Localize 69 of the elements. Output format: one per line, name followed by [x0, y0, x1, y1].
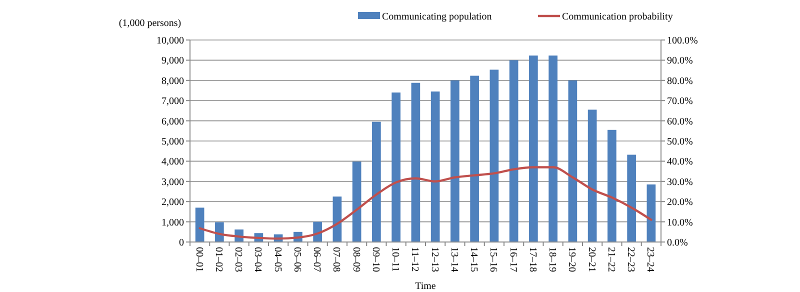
- x-tick-label: 08–09: [350, 247, 362, 272]
- y2-tick-label: 10.0%: [667, 217, 693, 228]
- x-tick-label: 18–19: [546, 247, 558, 272]
- x-tick-label: 00–01: [193, 247, 204, 272]
- y2-tick-label: 80.0%: [667, 76, 693, 87]
- bar: [509, 60, 518, 242]
- y2-tick-label: 90.0%: [667, 56, 693, 67]
- x-tick-label: 04–05: [272, 247, 283, 272]
- y2-tick-label: 20.0%: [667, 197, 693, 208]
- x-tick-label: 05–06: [291, 247, 302, 272]
- x-tick-label: 02–03: [232, 247, 244, 272]
- x-tick-label: 19–20: [566, 247, 578, 272]
- legend-label: Communication probability: [562, 12, 673, 22]
- bar: [470, 76, 479, 242]
- x-tick-label: 11–12: [409, 247, 420, 272]
- y-tick-label: 9,000: [162, 56, 184, 67]
- y-tick-label: 3,000: [162, 176, 184, 188]
- bar: [529, 56, 538, 242]
- bar: [568, 80, 578, 242]
- x-tick-label: 07–08: [330, 247, 342, 272]
- bar: [332, 196, 342, 242]
- bar: [608, 130, 616, 242]
- bar: [490, 70, 499, 242]
- x-tick-label: 23–24: [644, 247, 656, 272]
- bar: [588, 110, 597, 242]
- y2-tick-label: 30.0%: [667, 176, 693, 188]
- line-series: [198, 166, 652, 240]
- bar: [195, 208, 204, 242]
- bar: [372, 122, 381, 242]
- y2-tick-label: 60.0%: [667, 116, 693, 128]
- y2-tick-label: 0.0%: [667, 238, 688, 248]
- y-tick-label: 6,000: [162, 116, 184, 128]
- y-tick-label: 0: [179, 238, 184, 248]
- x-tick-label: 17–18: [526, 247, 538, 272]
- legend-label: Communicating population: [382, 12, 492, 22]
- y-tick-label: 1,000: [162, 217, 184, 228]
- bar: [450, 80, 460, 242]
- x-tick-label: 01–02: [212, 247, 224, 272]
- x-tick-label: 13–14: [448, 247, 460, 272]
- x-axis-title: Time: [415, 281, 436, 292]
- y-tick-label: 4,000: [162, 156, 184, 168]
- x-tick-label: 21–22: [605, 247, 616, 272]
- y-tick-label: 2,000: [162, 197, 184, 208]
- y2-tick-label: 70.0%: [667, 96, 693, 108]
- y-tick-label: 8,000: [162, 76, 184, 87]
- bar: [627, 154, 636, 242]
- x-tick-label: 12–13: [428, 247, 440, 272]
- x-tick-label: 15–16: [488, 247, 499, 272]
- y-axis-title: (1,000 persons): [118, 18, 182, 29]
- x-tick-label: 03–04: [252, 247, 264, 272]
- bar: [646, 184, 656, 242]
- y2-tick-label: 50.0%: [667, 136, 693, 148]
- x-tick-label: 16–17: [507, 247, 518, 272]
- y2-tick-label: 100.0%: [667, 36, 698, 46]
- y-tick-label: 10,000: [156, 36, 184, 46]
- y-tick-label: 7,000: [162, 96, 184, 108]
- x-tick-label: 14–15: [468, 247, 480, 272]
- x-tick-label: 22–23: [625, 247, 636, 272]
- x-tick-label: 10–11: [390, 247, 401, 272]
- x-tick-label: 06–07: [311, 247, 322, 272]
- bar: [548, 56, 558, 242]
- y2-tick-label: 40.0%: [667, 156, 693, 168]
- x-tick-label: 20–21: [586, 247, 597, 272]
- x-tick-label: 09–10: [370, 247, 381, 272]
- bar: [430, 92, 440, 242]
- bar: [352, 162, 362, 242]
- bar: [392, 92, 400, 242]
- y-tick-label: 5,000: [162, 136, 184, 148]
- bar: [411, 82, 420, 242]
